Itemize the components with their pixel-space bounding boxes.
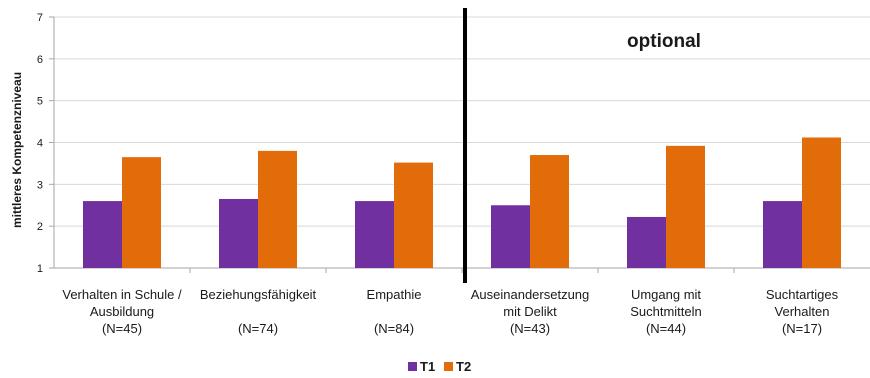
x-category-label: (N=17) — [782, 321, 822, 336]
y-tick-label: 2 — [37, 221, 43, 233]
grid-lines — [54, 16, 870, 227]
optional-annotation: optional — [627, 31, 701, 52]
category-labels: Verhalten in Schule / Ausbildung (N=45) Bez… — [62, 287, 838, 336]
x-category-label: (N=43) — [510, 321, 550, 336]
y-tick-label: 3 — [37, 179, 43, 191]
x-category-label: (N=84) — [374, 321, 414, 336]
bar-t2 — [530, 155, 569, 268]
y-tick-label: 5 — [37, 96, 43, 108]
bar-t1 — [83, 201, 122, 268]
bar-t2 — [802, 137, 841, 268]
bar-t1 — [763, 201, 802, 268]
axes: 1 2 3 4 5 6 7 — [37, 12, 870, 275]
y-tick-label: 6 — [37, 54, 43, 66]
x-category-label: Suchtmitteln — [630, 304, 702, 319]
x-category-label: Empathie — [367, 287, 422, 302]
legend-swatch-t2 — [444, 362, 453, 371]
legend-swatch-t1 — [408, 362, 417, 371]
x-category-label: mit Delikt — [503, 304, 557, 319]
bars — [83, 137, 841, 268]
x-category-label: (N=74) — [238, 321, 278, 336]
x-category-label: (N=44) — [646, 321, 686, 336]
x-category-label: (N=45) — [102, 321, 142, 336]
x-category-label: Ausbildung — [90, 304, 154, 319]
bar-t2 — [122, 157, 161, 268]
x-category-label: Verhalten in Schule / — [62, 287, 182, 302]
bar-t1 — [219, 198, 258, 268]
y-axis-label: mittleres Kompetenzniveau — [10, 72, 24, 228]
x-category-label: Auseinandersetzung — [471, 287, 590, 302]
legend: T1 T2 — [408, 359, 471, 374]
x-category-label: Verhalten — [775, 304, 830, 319]
bar-t1 — [627, 216, 666, 268]
bar-t2 — [258, 150, 297, 268]
y-tick-label: 1 — [37, 263, 43, 275]
bar-t2 — [394, 162, 433, 268]
bar-t1 — [491, 205, 530, 268]
bar-t2 — [666, 145, 705, 268]
bar-t1 — [355, 201, 394, 268]
y-tick-label: 4 — [37, 138, 43, 150]
x-category-label: Suchtartiges — [766, 287, 839, 302]
y-tick-label: 7 — [37, 12, 43, 24]
x-category-label: Beziehungsfähigkeit — [200, 287, 317, 302]
legend-label-t2: T2 — [456, 359, 471, 374]
legend-label-t1: T1 — [420, 359, 435, 374]
x-category-label: Umgang mit — [631, 287, 701, 302]
